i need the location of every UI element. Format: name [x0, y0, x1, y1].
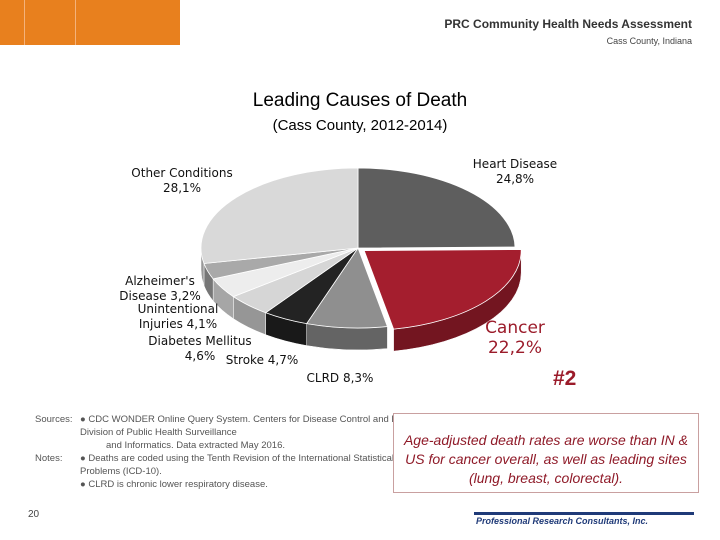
- pie-slice-other-conditions: [200, 167, 359, 264]
- sources-label: Sources:: [35, 414, 73, 425]
- note-line: Problems (ICD-10).: [80, 466, 162, 477]
- slice-label-other-conditions: Other Conditions 28,1%: [131, 166, 232, 195]
- callout-box: Age-adjusted death rates are worse than …: [393, 413, 699, 493]
- brand-logo-block: [0, 0, 180, 45]
- slice-label-heart-disease: Heart Disease 24,8%: [473, 157, 557, 186]
- prc-logo: Professional Research Consultants, Inc.: [474, 512, 694, 529]
- chart-title: Leading Causes of Death: [252, 90, 468, 111]
- notes-label: Notes:: [35, 453, 63, 464]
- header-location: Cass County, Indiana: [606, 36, 692, 46]
- prc-logo-text: Professional Research Consultants, Inc.: [476, 516, 649, 526]
- slice-label-diabetes-mellitus: Diabetes Mellitus 4,6%: [148, 334, 251, 363]
- note-line: ● CLRD is chronic lower respiratory dise…: [80, 479, 268, 490]
- slice-label-stroke: Stroke 4,7%: [226, 353, 299, 367]
- slice-label-unintentional-injuries: Unintentional Injuries 4,1%: [138, 302, 219, 331]
- page-number: 20: [28, 509, 40, 520]
- source-line: ● CDC WONDER Online Query System. Center…: [80, 414, 395, 425]
- slice-label-clrd: CLRD 8,3%: [307, 371, 374, 385]
- chart-subtitle: (Cass County, 2012-2014): [272, 117, 448, 134]
- slice-label-cancer: Cancer 22,2%: [485, 318, 545, 358]
- pie-slice-cancer: [363, 249, 522, 330]
- note-line: ● Deaths are coded using the Tenth Revis…: [80, 453, 395, 464]
- header-title: PRC Community Health Needs Assessment: [444, 17, 692, 31]
- rank-annotation: #2: [553, 367, 577, 390]
- sources-notes: Sources: ● CDC WONDER Online Query Syste…: [35, 413, 395, 493]
- pie-slice-heart-disease: [357, 167, 516, 249]
- slice-label-alzheimer-s-disease: Alzheimer's Disease 3,2%: [119, 274, 201, 303]
- source-line: Division of Public Health Surveillance: [80, 427, 237, 438]
- source-line: and Informatics. Data extracted May 2016…: [106, 440, 286, 451]
